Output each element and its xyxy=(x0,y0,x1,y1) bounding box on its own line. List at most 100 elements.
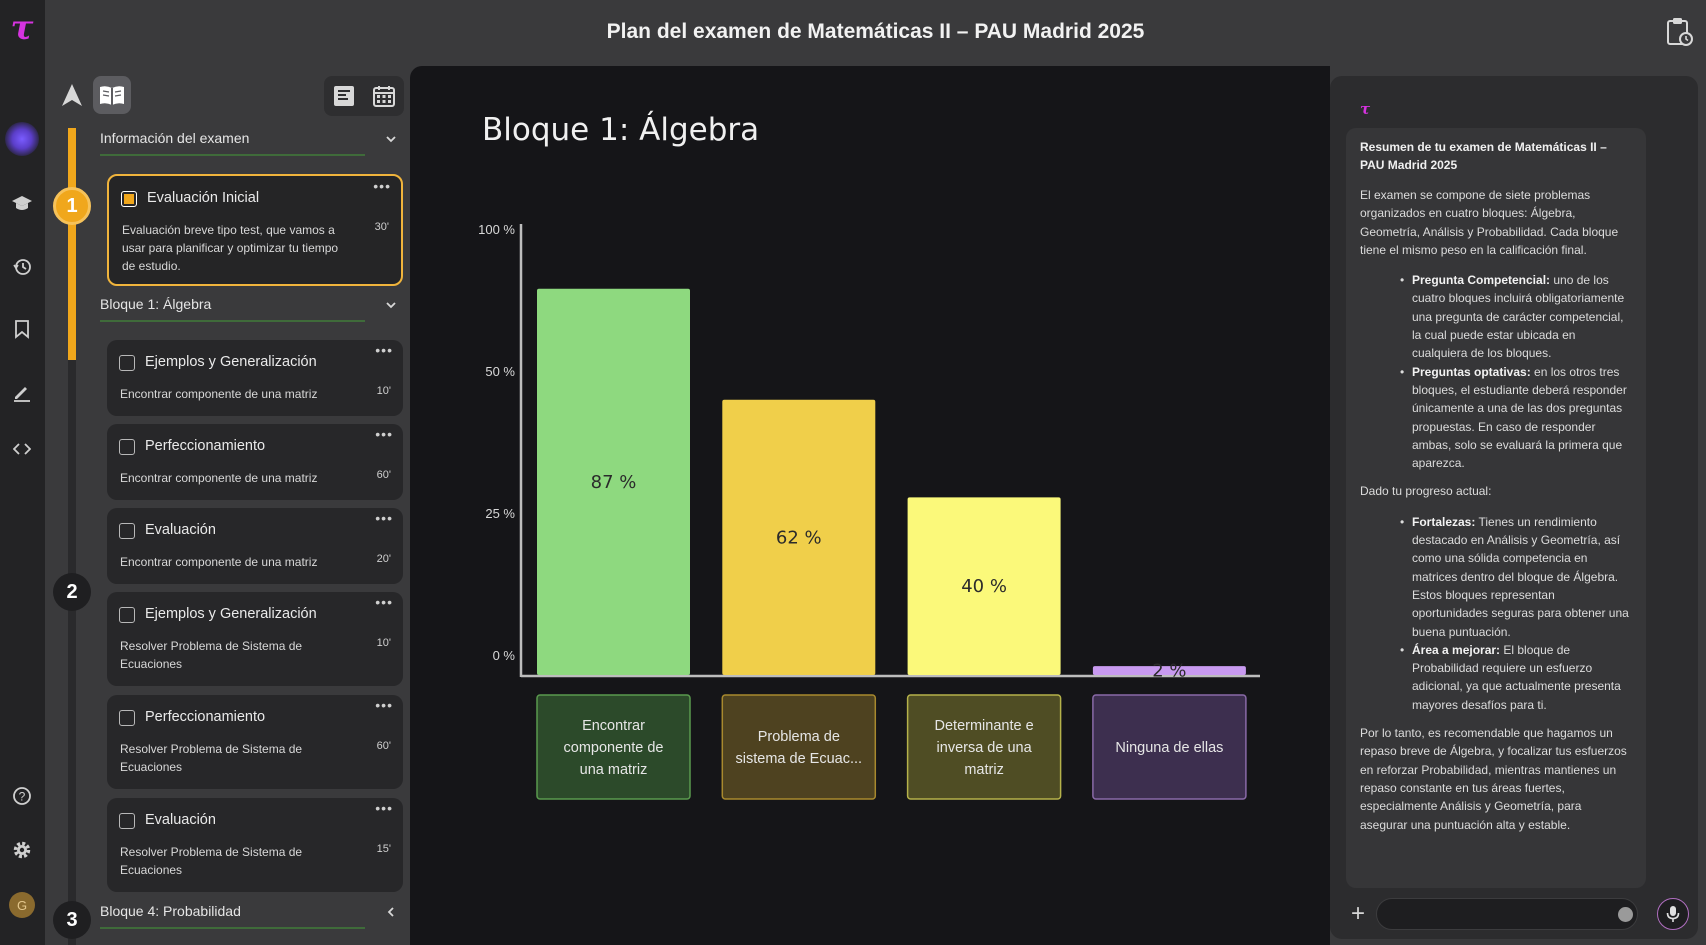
bar-value-label: 40 % xyxy=(961,576,1007,597)
chat-input-row: + xyxy=(1330,896,1698,936)
section-block-probability[interactable]: Bloque 4: Probabilidad xyxy=(100,897,400,931)
section-label: Información del examen xyxy=(100,130,250,146)
add-attachment-button[interactable]: + xyxy=(1350,900,1365,927)
task-duration: 20' xyxy=(376,553,391,565)
study-plan-panel: 1 2 3 Información del examen Evaluación … xyxy=(45,66,410,945)
bookmark-icon[interactable] xyxy=(8,315,36,343)
graduation-cap-icon[interactable] xyxy=(8,190,36,218)
microphone-icon[interactable] xyxy=(1657,898,1689,930)
task-title: Evaluación xyxy=(145,812,216,828)
x-tick-label: Determinante e xyxy=(935,718,1034,734)
chevron-left-icon[interactable] xyxy=(384,905,398,919)
assistant-orb[interactable] xyxy=(5,122,39,156)
category-label-box xyxy=(906,694,1062,800)
progress-intro: Dado tu progreso actual: xyxy=(1360,484,1492,499)
more-options-icon[interactable]: ••• xyxy=(375,697,393,713)
task-checkbox[interactable] xyxy=(119,813,135,829)
task-checkbox[interactable] xyxy=(119,710,135,726)
assistant-logo: τ xyxy=(1360,100,1371,118)
x-tick-label: matriz xyxy=(964,762,1003,778)
x-tick-label: Encontrar xyxy=(582,718,645,734)
category-label-box xyxy=(1092,694,1247,800)
list-view-icon[interactable] xyxy=(326,78,362,114)
category-label-box xyxy=(721,694,877,800)
navigate-mode-button[interactable] xyxy=(53,76,91,114)
more-options-icon[interactable]: ••• xyxy=(375,510,393,526)
svg-text:?: ? xyxy=(19,790,26,804)
more-options-icon[interactable]: ••• xyxy=(375,342,393,358)
section-label: Bloque 1: Álgebra xyxy=(100,296,212,312)
task-title: Ejemplos y Generalización xyxy=(145,606,317,622)
task-card[interactable]: Ejemplos y Generalización Encontrar comp… xyxy=(107,340,403,416)
task-card[interactable]: Perfeccionamiento Encontrar componente d… xyxy=(107,424,403,500)
pen-icon[interactable] xyxy=(8,378,36,406)
bar-value-label: 62 % xyxy=(776,527,822,548)
task-checkbox[interactable] xyxy=(119,439,135,455)
bar-value-label: 2 % xyxy=(1152,661,1186,682)
task-card[interactable]: Evaluación Inicial Evaluación breve tipo… xyxy=(107,174,403,286)
task-description: Resolver Problema de Sistema de Ecuacion… xyxy=(120,639,303,671)
more-options-icon[interactable]: ••• xyxy=(375,426,393,442)
clipboard-clock-icon[interactable] xyxy=(1664,16,1694,48)
app-logo[interactable]: τ xyxy=(10,8,34,48)
bar-value-label: 87 % xyxy=(591,472,637,493)
task-title: Ejemplos y Generalización xyxy=(145,354,317,370)
more-options-icon[interactable]: ••• xyxy=(373,178,391,194)
task-duration: 30' xyxy=(374,221,389,233)
calendar-icon[interactable] xyxy=(366,78,402,114)
list-item: Fortalezas: Tienes un rendimiento destac… xyxy=(1400,513,1632,641)
more-options-icon[interactable]: ••• xyxy=(375,594,393,610)
y-tick-label: 0 % xyxy=(493,648,516,663)
y-tick-label: 100 % xyxy=(478,222,515,237)
task-description: Encontrar componente de una matriz xyxy=(120,555,318,569)
chevron-down-icon[interactable] xyxy=(384,298,398,312)
section-block-algebra[interactable]: Bloque 1: Álgebra xyxy=(100,290,400,324)
chat-input[interactable] xyxy=(1376,898,1638,930)
y-tick-label: 25 % xyxy=(485,506,515,521)
bar xyxy=(722,399,876,675)
top-bar: Plan del examen de Matemáticas II – PAU … xyxy=(45,0,1706,66)
x-tick-label: Problema de xyxy=(758,729,840,745)
list-item: Área a mejorar: El bloque de Probabilida… xyxy=(1400,641,1632,714)
book-mode-button[interactable] xyxy=(93,76,131,114)
task-title: Evaluación Inicial xyxy=(147,190,260,206)
step-badge: 1 xyxy=(53,187,91,225)
task-duration: 10' xyxy=(376,637,391,649)
step-badge: 3 xyxy=(53,901,91,939)
user-avatar[interactable]: G xyxy=(9,892,35,918)
section-underline xyxy=(100,154,365,156)
bar xyxy=(537,288,690,675)
x-tick-label: componente de xyxy=(564,740,664,756)
more-options-icon[interactable]: ••• xyxy=(375,800,393,816)
code-icon[interactable] xyxy=(8,435,36,463)
task-description: Encontrar componente de una matriz xyxy=(120,471,318,485)
x-tick-label: inversa de una xyxy=(937,740,1033,756)
history-icon[interactable] xyxy=(8,253,36,281)
task-checkbox[interactable] xyxy=(119,607,135,623)
task-card[interactable]: Evaluación Encontrar componente de una m… xyxy=(107,508,403,584)
conclusion-text: Por lo tanto, es recomendable que hagamo… xyxy=(1360,726,1627,832)
task-description: Evaluación breve tipo test, que vamos a … xyxy=(122,223,339,273)
help-icon[interactable]: ? xyxy=(8,782,36,810)
task-duration: 15' xyxy=(376,843,391,855)
x-tick-label: Ninguna de ellas xyxy=(1115,740,1223,756)
section-exam-info[interactable]: Información del examen xyxy=(100,124,400,158)
assistant-chat-panel: τ Resumen de tu examen de Matemáticas II… xyxy=(1330,76,1698,939)
emoji-icon[interactable] xyxy=(1618,907,1633,922)
task-title: Perfeccionamiento xyxy=(145,709,266,725)
task-card[interactable]: Perfeccionamiento Resolver Problema de S… xyxy=(107,695,403,789)
task-card[interactable]: Evaluación Resolver Problema de Sistema … xyxy=(107,798,403,892)
task-checkbox[interactable] xyxy=(121,191,137,207)
task-checkbox[interactable] xyxy=(119,355,135,371)
x-tick-label: una matriz xyxy=(580,762,648,778)
exam-rules-list: Pregunta Competencial: uno de los cuatro… xyxy=(1400,271,1632,472)
chart-area: Bloque 1: Álgebra 100 % 50 % 25 % 0 % 87 % En… xyxy=(410,66,1330,945)
progress-list: Fortalezas: Tienes un rendimiento destac… xyxy=(1400,513,1632,714)
task-duration: 60' xyxy=(376,469,391,481)
section-underline xyxy=(100,320,365,322)
settings-icon[interactable] xyxy=(8,836,36,864)
chevron-down-icon[interactable] xyxy=(384,132,398,146)
bar xyxy=(1092,666,1246,675)
task-card[interactable]: Ejemplos y Generalización Resolver Probl… xyxy=(107,592,403,686)
task-checkbox[interactable] xyxy=(119,523,135,539)
